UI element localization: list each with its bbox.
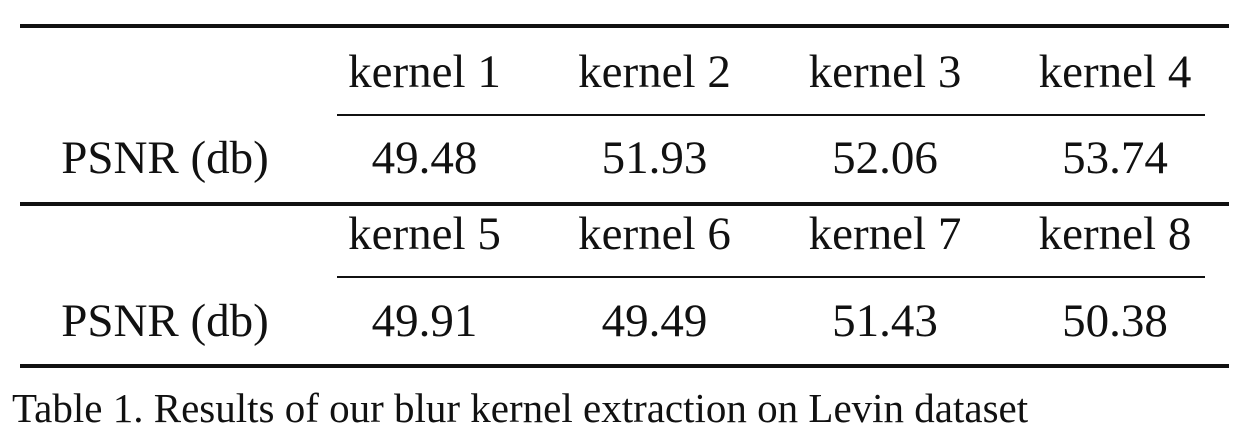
- table-cell: 51.93: [601, 132, 708, 184]
- column-header: kernel 8: [1038, 208, 1192, 260]
- table-cell: 52.06: [832, 132, 938, 184]
- column-header: kernel 5: [348, 208, 501, 260]
- column-header: kernel 2: [578, 46, 731, 98]
- table-bottom-rule: [20, 364, 1229, 368]
- row-label: PSNR (db): [61, 132, 269, 184]
- table-top-rule: [20, 24, 1229, 28]
- table-cell: 50.38: [1062, 295, 1168, 347]
- header-rule: [337, 114, 1205, 116]
- column-header: kernel 7: [808, 208, 962, 260]
- table-caption: Table 1. Results of our blur kernel extr…: [12, 385, 1029, 431]
- table-cell: 49.91: [371, 295, 478, 347]
- header-rule: [337, 276, 1205, 278]
- table-cell: 51.43: [832, 295, 938, 347]
- table-cell: 49.48: [371, 132, 478, 184]
- row-label: PSNR (db): [61, 295, 269, 347]
- column-header: kernel 3: [808, 46, 962, 98]
- table-cell: 53.74: [1062, 132, 1168, 184]
- block-separator-rule: [20, 202, 1229, 206]
- column-header: kernel 1: [348, 46, 501, 98]
- table-cell: 49.49: [601, 295, 708, 347]
- column-header: kernel 6: [578, 208, 731, 260]
- column-header: kernel 4: [1038, 46, 1192, 98]
